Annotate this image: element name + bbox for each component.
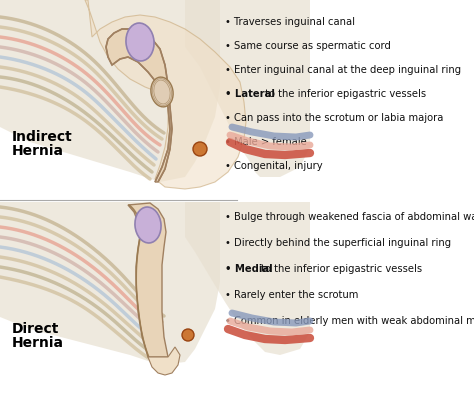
Ellipse shape: [151, 77, 173, 107]
Circle shape: [193, 142, 207, 156]
Polygon shape: [85, 0, 246, 189]
Text: Hernia: Hernia: [12, 144, 64, 158]
Text: • Directly behind the superficial inguinal ring: • Directly behind the superficial inguin…: [225, 238, 451, 248]
Text: • Medial: • Medial: [225, 264, 273, 274]
Polygon shape: [128, 203, 168, 357]
Text: to the inferior epigastric vessels: to the inferior epigastric vessels: [258, 264, 422, 274]
Text: • Male > female: • Male > female: [225, 137, 307, 147]
Ellipse shape: [135, 207, 161, 243]
Text: Direct: Direct: [12, 322, 59, 336]
Text: Indirect: Indirect: [12, 130, 73, 144]
Circle shape: [182, 329, 194, 341]
Text: • Lateral: • Lateral: [225, 89, 275, 99]
Text: to the inferior epigastric vessels: to the inferior epigastric vessels: [262, 89, 426, 99]
Polygon shape: [106, 29, 172, 182]
Text: • Traverses inguinal canal: • Traverses inguinal canal: [225, 17, 355, 27]
Ellipse shape: [126, 23, 154, 61]
Text: • Same course as spermatic cord: • Same course as spermatic cord: [225, 41, 391, 51]
Polygon shape: [185, 0, 310, 177]
Text: • Rarely enter the scrotum: • Rarely enter the scrotum: [225, 290, 358, 300]
Polygon shape: [0, 0, 220, 182]
Polygon shape: [0, 202, 220, 365]
Text: Hernia: Hernia: [12, 336, 64, 350]
Polygon shape: [185, 202, 310, 355]
Text: • Enter inguinal canal at the deep inguinal ring: • Enter inguinal canal at the deep ingui…: [225, 65, 461, 75]
Text: • Can pass into the scrotum or labia majora: • Can pass into the scrotum or labia maj…: [225, 113, 443, 123]
Text: • Common in elderly men with weak abdominal muscles: • Common in elderly men with weak abdomi…: [225, 316, 474, 326]
Text: • Bulge through weakened fascia of abdominal wall: • Bulge through weakened fascia of abdom…: [225, 212, 474, 222]
Polygon shape: [148, 347, 180, 375]
Text: • Congenital, injury: • Congenital, injury: [225, 161, 323, 171]
